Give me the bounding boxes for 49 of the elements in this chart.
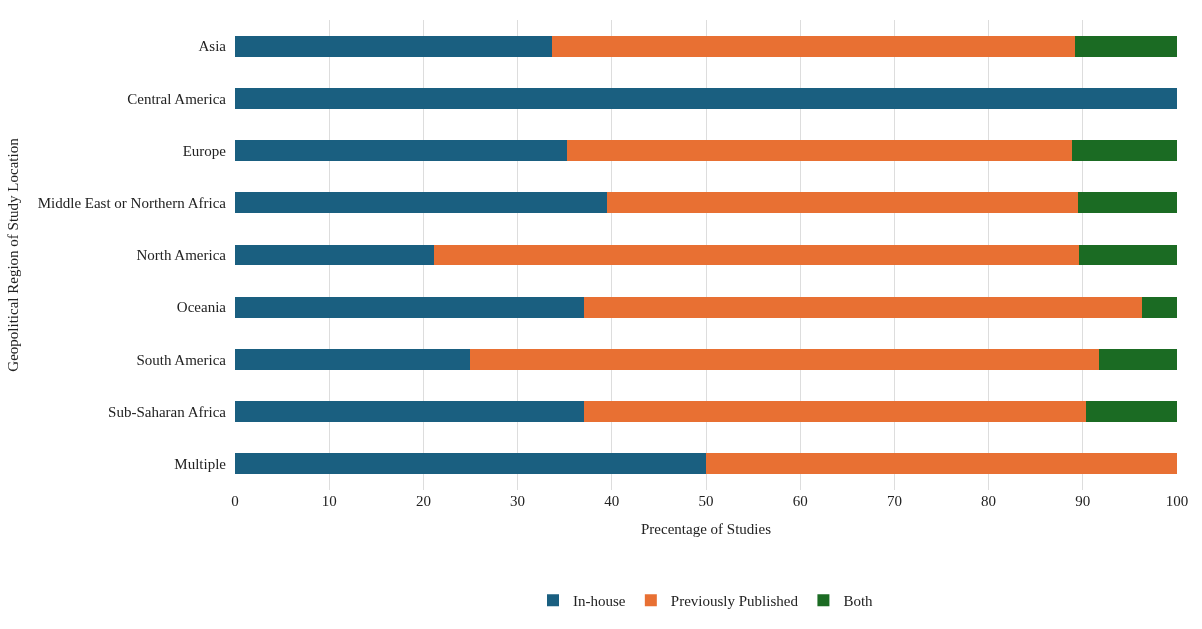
bar — [235, 87, 1177, 109]
x-tick-label: 50 — [698, 493, 714, 509]
bar — [235, 453, 706, 475]
bar — [469, 349, 1099, 370]
y-tick-label: Multiple — [174, 456, 227, 473]
x-tick-label: 30 — [510, 493, 526, 509]
y-tick-label: Europe — [182, 142, 227, 159]
bar — [1071, 140, 1177, 161]
x-tick-label: 70 — [886, 493, 902, 509]
legend-label: Previously Published — [670, 593, 799, 610]
y-tick-label: Middle East or Northern Africa — [37, 195, 227, 212]
bar — [235, 192, 608, 214]
bar — [235, 140, 567, 161]
y-tick-label: North America — [136, 247, 227, 264]
bar — [1075, 35, 1177, 57]
bar — [235, 35, 553, 57]
bar — [1098, 349, 1177, 370]
x-tick-label: 80 — [981, 493, 997, 509]
y-tick-label: Central America — [127, 90, 227, 107]
bar — [706, 453, 1177, 475]
x-axis-title: Precentage of Studies — [641, 521, 772, 537]
x-tick-label: 60 — [792, 493, 808, 509]
bar — [235, 401, 584, 423]
bar — [235, 349, 470, 370]
legend-label: Both — [843, 593, 874, 610]
bar — [566, 140, 1072, 161]
x-tick-label: 90 — [1075, 493, 1091, 509]
bar — [235, 244, 434, 266]
bar — [1079, 244, 1177, 266]
y-tick-label: Sub-Saharan Africa — [108, 403, 227, 420]
x-tick-label: 0 — [231, 493, 239, 509]
legend-label: In-house — [573, 593, 626, 610]
bar — [607, 192, 1079, 214]
x-tick-label: 100 — [1165, 493, 1189, 509]
y-tick-label: Oceania — [176, 299, 227, 316]
bar — [584, 296, 1143, 318]
x-tick-label: 40 — [604, 493, 620, 509]
bar — [1085, 401, 1177, 423]
bar — [1078, 192, 1177, 214]
bar — [552, 35, 1076, 57]
y-tick-label: South America — [136, 351, 227, 368]
x-tick-label: 20 — [415, 493, 431, 509]
x-tick-label: 10 — [321, 493, 337, 509]
bar — [433, 244, 1080, 266]
bar — [583, 401, 1086, 423]
y-tick-label: Asia — [198, 38, 227, 55]
bar — [1142, 296, 1177, 318]
y-axis-title: Geopolitical Region of Study Location — [4, 137, 21, 372]
bar — [235, 296, 585, 318]
